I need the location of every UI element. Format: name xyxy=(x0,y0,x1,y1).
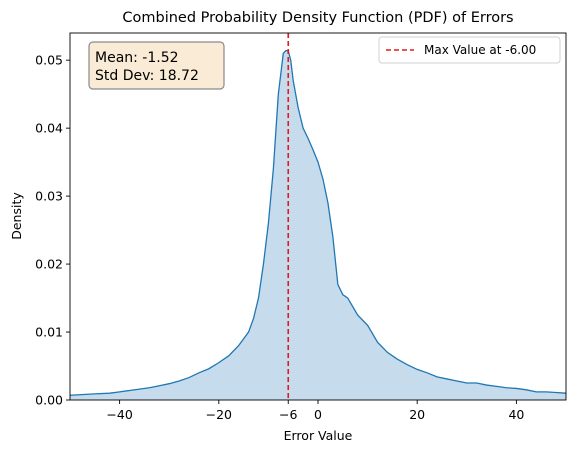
y-tick-label: 0.05 xyxy=(35,53,63,68)
stats-box-background xyxy=(88,41,225,90)
legend-frame xyxy=(378,36,561,64)
y-axis-ticks: 0.00 0.01 0.02 0.03 0.04 0.05 xyxy=(35,53,70,408)
y-tick-label: 0.01 xyxy=(35,325,63,340)
stats-std-dev: Std Dev: 18.72 xyxy=(95,68,199,84)
x-axis-label: Error Value xyxy=(284,428,353,443)
x-tick-label: 20 xyxy=(409,407,425,422)
x-tick-label: −6 xyxy=(279,407,297,422)
y-tick-label: 0.00 xyxy=(35,393,63,408)
y-tick-label: 0.04 xyxy=(35,121,63,136)
x-axis-ticks: −40 −20 −6 0 20 40 xyxy=(106,400,524,422)
x-tick-label: −40 xyxy=(106,407,132,422)
legend-label: Max Value at -6.00 xyxy=(424,43,536,57)
stats-box: Mean: -1.52 Std Dev: 18.72 xyxy=(88,41,225,90)
chart-title: Combined Probability Density Function (P… xyxy=(122,10,513,26)
y-axis-label: Density xyxy=(9,192,24,240)
density-fill xyxy=(70,50,566,401)
legend: Max Value at -6.00 xyxy=(378,36,561,64)
x-tick-label: 40 xyxy=(508,407,524,422)
y-tick-label: 0.03 xyxy=(35,189,63,204)
density-area xyxy=(70,50,566,401)
x-tick-label: −20 xyxy=(206,407,232,422)
x-tick-label: 0 xyxy=(314,407,322,422)
y-tick-label: 0.02 xyxy=(35,257,63,272)
density-curve xyxy=(69,50,567,396)
stats-mean: Mean: -1.52 xyxy=(95,50,179,66)
density-line xyxy=(69,50,567,396)
